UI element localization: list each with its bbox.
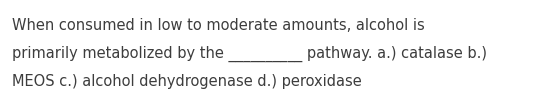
Text: When consumed in low to moderate amounts, alcohol is: When consumed in low to moderate amounts… <box>12 18 425 33</box>
Text: MEOS c.) alcohol dehydrogenase d.) peroxidase: MEOS c.) alcohol dehydrogenase d.) perox… <box>12 74 362 89</box>
Text: primarily metabolized by the __________ pathway. a.) catalase b.): primarily metabolized by the __________ … <box>12 46 487 62</box>
